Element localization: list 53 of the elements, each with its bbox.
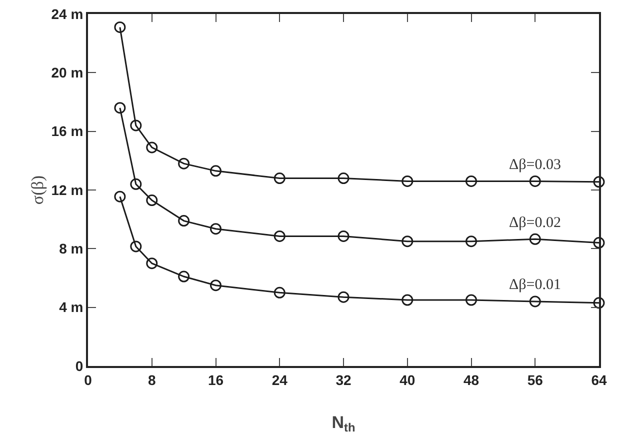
point [130, 240, 142, 252]
point [593, 297, 605, 309]
x-tick-label: 32 [336, 372, 352, 388]
x-tick-label: 8 [148, 372, 156, 388]
point [146, 258, 158, 270]
point [402, 294, 414, 306]
point [338, 172, 350, 184]
point [178, 158, 190, 170]
point [529, 296, 541, 308]
series-label: Δβ=0.01 [509, 277, 561, 293]
y-axis-title: σ(β) [28, 175, 47, 205]
point [274, 230, 286, 242]
x-tick-label: 40 [400, 372, 416, 388]
point [146, 194, 158, 206]
point [210, 165, 222, 177]
point [466, 175, 477, 187]
point [593, 176, 605, 188]
point [274, 172, 286, 184]
point [593, 237, 605, 249]
point [466, 236, 477, 248]
y-tick-label: 20 m [51, 64, 84, 81]
point [274, 286, 286, 298]
x-axis-title: N$_{th}$ [332, 413, 356, 435]
point [338, 291, 350, 303]
x-tick-label: 48 [463, 372, 480, 388]
y-tick-label: 8 m [59, 240, 84, 257]
point [114, 190, 126, 202]
point [210, 280, 222, 292]
point [146, 142, 158, 154]
point [114, 21, 126, 33]
point [402, 175, 414, 187]
y-tick-label: 24 m [51, 6, 84, 22]
point [210, 223, 222, 235]
point [130, 178, 142, 190]
point [178, 270, 190, 282]
point [529, 175, 541, 187]
y-tick-label: 12 m [51, 182, 84, 198]
series-label: Δβ=0.03 [509, 157, 561, 173]
y-tick-label: 16 m [51, 123, 84, 140]
x-tick-label: 64 [591, 372, 607, 388]
point [466, 294, 477, 306]
point [178, 215, 190, 227]
point [338, 230, 350, 242]
point [114, 102, 126, 114]
y-tick-label: 4 m [59, 299, 84, 316]
series-label: Δβ=0.02 [509, 215, 561, 231]
x-tick-label: 56 [527, 372, 544, 388]
point [130, 120, 142, 132]
y-tick-label: 0 [75, 358, 84, 374]
point [529, 233, 541, 245]
x-tick-label: 16 [208, 372, 224, 388]
point [402, 236, 414, 248]
x-tick-label: 24 [272, 372, 288, 388]
